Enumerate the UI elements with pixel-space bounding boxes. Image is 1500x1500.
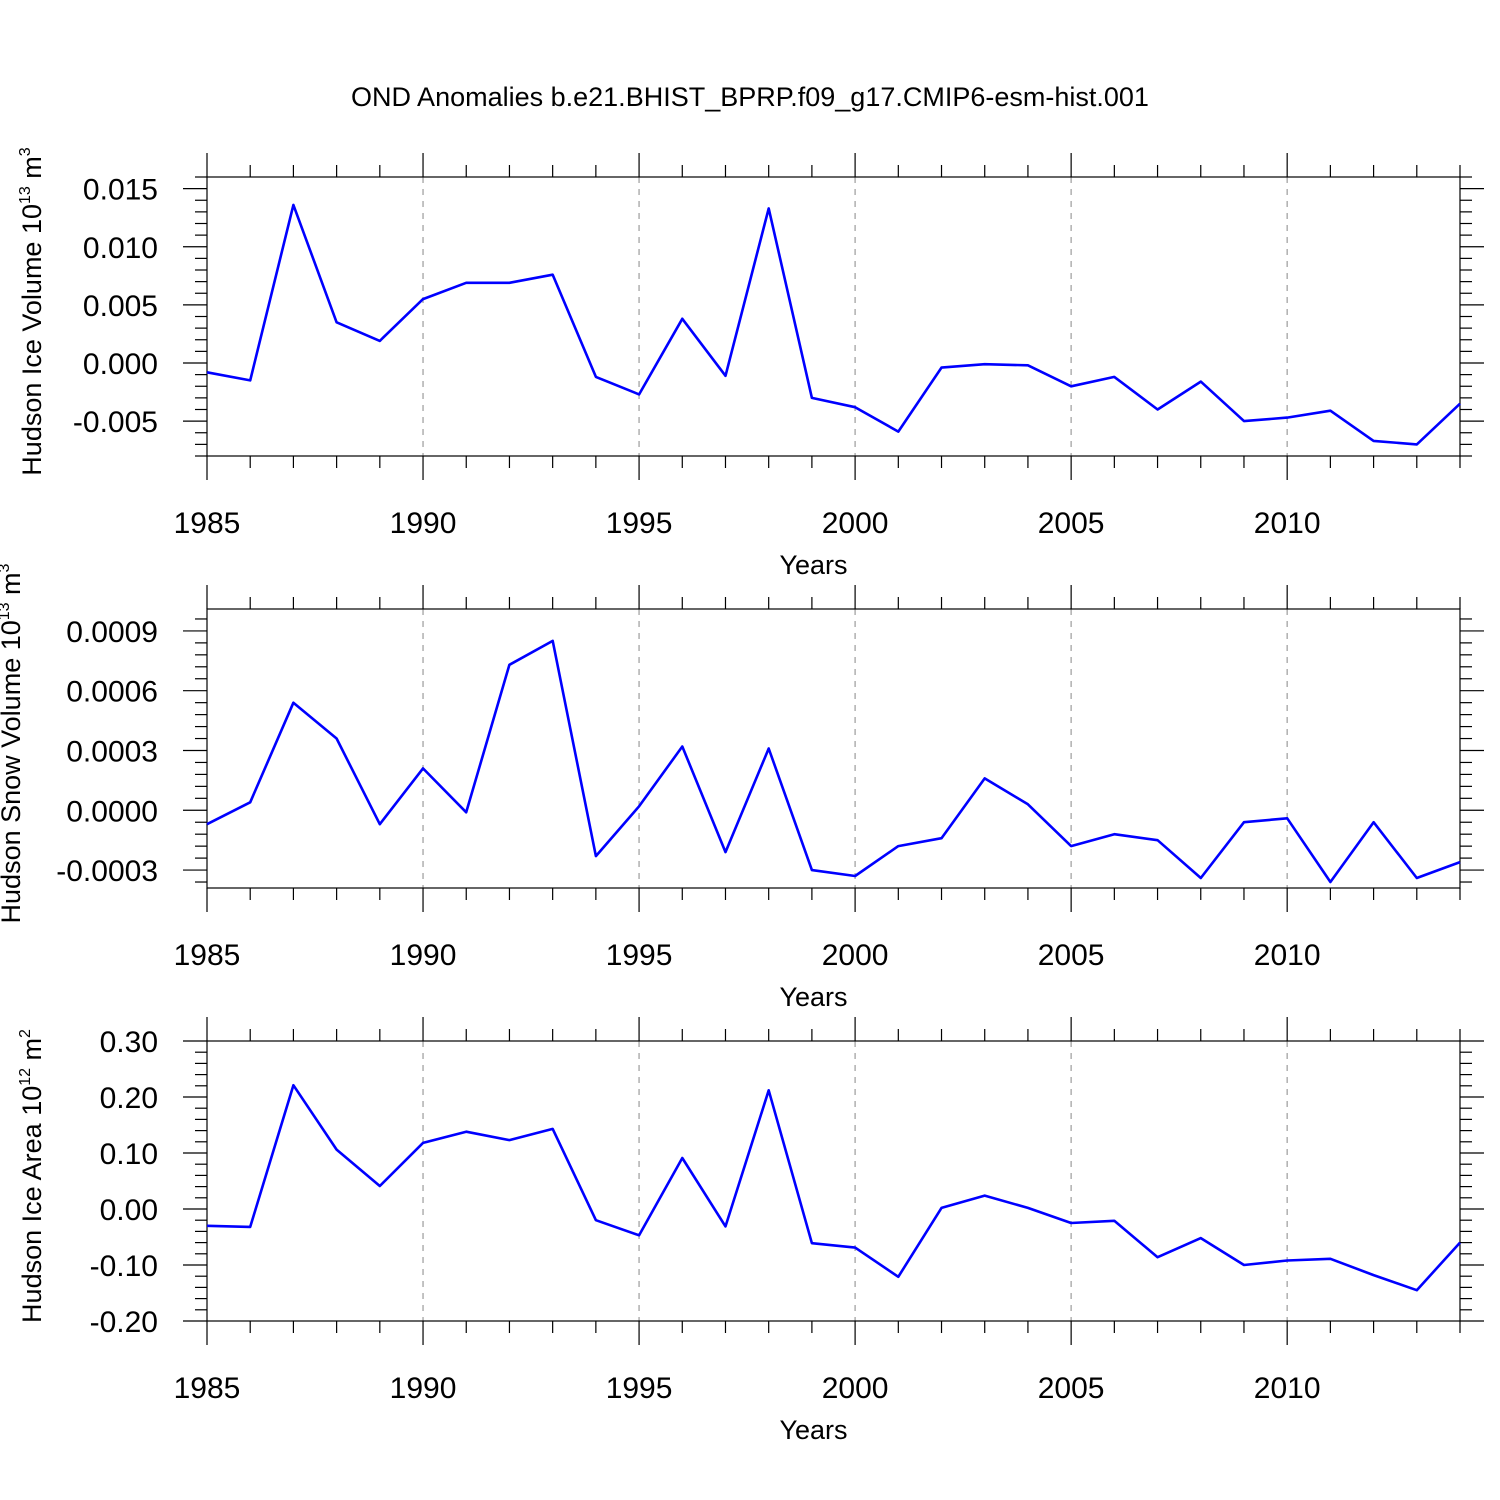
- x-tick-label: 1985: [174, 507, 241, 540]
- x-tick-label: 2005: [1038, 507, 1105, 540]
- x-tick-label: 2000: [822, 939, 889, 972]
- y-tick-label: 0.000: [83, 348, 158, 381]
- x-tick-label: 2010: [1254, 939, 1321, 972]
- x-tick-label: 2005: [1038, 1372, 1105, 1405]
- y-tick-label: 0.0000: [66, 795, 158, 828]
- y-tick-label: 0.00: [100, 1194, 158, 1227]
- plot-frame: [206, 608, 1461, 889]
- x-tick-label: 2000: [822, 507, 889, 540]
- chart-panel-1: 1985 1990 1995 2000 2005 2010 0.015 0.010 0.005 0…: [17, 147, 1484, 580]
- y-tick-label: 0.30: [100, 1026, 158, 1059]
- data-series-line: [206, 639, 1461, 884]
- x-tick-label: 1985: [174, 1372, 241, 1405]
- y-axis-title-exponent: 12: [17, 1068, 34, 1086]
- x-tick-label: 1995: [606, 507, 673, 540]
- y-axis-title-unit: m: [17, 1038, 47, 1068]
- y-axis-title-exponent: 13: [17, 186, 34, 204]
- x-tick-label: 1995: [606, 939, 673, 972]
- x-tick-label: 2010: [1254, 1372, 1321, 1405]
- y-axis-title-unit-exponent: 3: [17, 147, 34, 156]
- y-axis-title-unit: m: [0, 572, 26, 602]
- y-axis-title-exponent: 13: [0, 602, 13, 620]
- y-axis-title-unit: m: [17, 156, 47, 186]
- y-tick-label: 0.10: [100, 1138, 158, 1171]
- y-tick-label: 0.20: [100, 1082, 158, 1115]
- y-axis-title: Hudson Snow Volume 1013 m3: [0, 563, 26, 923]
- x-tick-label: 2005: [1038, 939, 1105, 972]
- x-tick-label: 1990: [390, 507, 457, 540]
- chart-panel-3: 1985 1990 1995 2000 2005 2010 0.30 0.20 0.10 0.00…: [17, 1017, 1484, 1445]
- y-tick-label: -0.10: [90, 1250, 158, 1283]
- y-tick-label: -0.20: [90, 1306, 158, 1339]
- y-axis-title-unit-exponent: 2: [17, 1029, 34, 1038]
- y-tick-label: -0.0003: [56, 855, 158, 888]
- y-axis-title-text: Hudson Ice Area 10: [17, 1086, 47, 1323]
- x-axis-title: Years: [779, 550, 847, 580]
- x-tick-label: 1985: [174, 939, 241, 972]
- y-tick-label: 0.0003: [66, 735, 158, 768]
- x-tick-label: 2010: [1254, 507, 1321, 540]
- data-series-line: [206, 203, 1461, 446]
- plot-frame: [206, 176, 1461, 457]
- chart-panel-2: 1985 1990 1995 2000 2005 2010 0.0009 0.0006 0.00…: [0, 563, 1484, 1012]
- x-tick-label: 1990: [390, 1372, 457, 1405]
- x-tick-label: 1995: [606, 1372, 673, 1405]
- y-tick-label: 0.010: [83, 232, 158, 265]
- y-tick-label: 0.0006: [66, 676, 158, 709]
- y-tick-label: 0.015: [83, 174, 158, 207]
- x-axis-title: Years: [779, 1415, 847, 1445]
- x-axis-title: Years: [779, 982, 847, 1012]
- y-tick-label: 0.0009: [66, 616, 158, 649]
- plot-frame: [206, 1040, 1461, 1322]
- y-axis-title-text: Hudson Ice Volume 10: [17, 204, 47, 476]
- y-axis-title-unit-exponent: 3: [0, 563, 13, 572]
- y-axis-title-text: Hudson Snow Volume 10: [0, 620, 26, 923]
- y-tick-label: -0.005: [73, 406, 158, 439]
- x-tick-label: 1990: [390, 939, 457, 972]
- y-tick-label: 0.005: [83, 290, 158, 323]
- figure-title: OND Anomalies b.e21.BHIST_BPRP.f09_g17.C…: [351, 82, 1149, 112]
- y-axis-title: Hudson Ice Area 1012 m2: [17, 1029, 47, 1323]
- data-series-line: [206, 1083, 1461, 1292]
- x-tick-label: 2000: [822, 1372, 889, 1405]
- y-axis-title: Hudson Ice Volume 1013 m3: [17, 147, 47, 475]
